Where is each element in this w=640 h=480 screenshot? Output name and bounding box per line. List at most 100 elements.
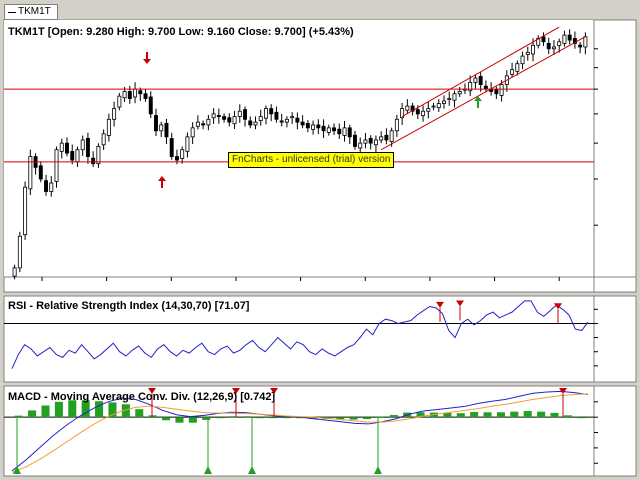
candle-body [243, 109, 247, 120]
candle-body [222, 116, 227, 120]
candle-body [174, 156, 179, 161]
candle-body [311, 124, 316, 130]
candle-body [421, 110, 426, 116]
candle-body [75, 149, 80, 163]
candle-body [263, 108, 268, 119]
candle-body [400, 108, 405, 119]
price-plot-area [4, 20, 594, 277]
candle-body [143, 93, 148, 99]
trial-watermark: FnCharts - unlicensed (trial) version [228, 152, 395, 168]
sell-arrow [143, 52, 151, 64]
legend-swatch [8, 12, 16, 13]
macd-histogram-bar [443, 412, 452, 418]
macd-buy-marker [204, 466, 212, 474]
candle-body [295, 117, 300, 123]
price-y-tick-labels [594, 48, 598, 226]
macd-histogram-bar [336, 417, 345, 420]
candle-body [342, 127, 347, 136]
candle-body [201, 123, 206, 126]
candle-body [185, 136, 190, 152]
macd-histogram-bar [121, 404, 130, 418]
candle-body [28, 156, 33, 190]
candle-body [211, 113, 216, 119]
macd-histogram-bar [68, 400, 77, 418]
candle-body [80, 139, 85, 151]
macd-histogram-bar [269, 417, 278, 419]
candle-body [531, 44, 535, 55]
macd-sell-marker [559, 388, 567, 394]
candle-body [269, 108, 274, 115]
symbol-legend-tab[interactable]: TKM1T [4, 4, 58, 20]
macd-histogram-bar [349, 417, 358, 420]
macd-histogram-bar [255, 417, 264, 419]
candle-body [499, 84, 504, 96]
candle-body [248, 120, 253, 126]
candle-body [332, 127, 337, 132]
candle-body [363, 139, 368, 144]
price-signal-arrows [143, 52, 482, 188]
candle-body [415, 109, 420, 115]
candle-body [59, 142, 64, 152]
candle-body [520, 55, 525, 65]
candle-body [431, 105, 436, 108]
macd-histogram-bar [162, 417, 171, 421]
macd-histogram-bar [229, 416, 238, 418]
rsi-y-tick-labels [594, 308, 598, 367]
candle-body [23, 186, 28, 236]
candle-body [305, 122, 310, 129]
candle-body [562, 34, 567, 44]
candle-body [148, 96, 153, 115]
candle-body [379, 136, 384, 141]
macd-histogram-bar [510, 411, 519, 418]
candle-body [447, 98, 452, 100]
macd-histogram-bar [577, 417, 586, 419]
candle-body [112, 108, 117, 120]
candle-body [17, 235, 22, 269]
rsi-signal-marker [436, 301, 444, 308]
candle-body [195, 121, 200, 127]
candle-body [138, 90, 143, 95]
candle-body [91, 157, 96, 165]
candle-body [133, 88, 138, 98]
macd-histogram-bar [483, 412, 492, 418]
candle-body [70, 151, 75, 161]
rsi-signal-marker [554, 303, 562, 310]
candle-body [65, 142, 69, 154]
candle-body [227, 117, 232, 123]
macd-histogram-bar [54, 401, 63, 418]
macd-histogram-bar [309, 417, 318, 419]
price-title: TKM1T [Open: 9.280 High: 9.700 Low: 9.16… [8, 26, 354, 38]
macd-histogram-bar [215, 417, 224, 419]
candle-body [583, 36, 588, 48]
candle-body [572, 38, 577, 44]
candle-body [358, 142, 363, 149]
candle-body [49, 182, 54, 192]
candle-body [279, 120, 284, 123]
macd-histogram-bar [95, 401, 104, 418]
macd-histogram-bar [563, 415, 572, 418]
support-arrow [158, 176, 166, 188]
rsi-title: RSI - Relative Strength Index (14,30,70)… [8, 300, 250, 312]
signal-line [11, 393, 589, 473]
macd-histogram-bar [28, 410, 37, 418]
channel-upper-line [401, 26, 560, 118]
candle-body [117, 95, 122, 108]
candle-body [494, 89, 499, 95]
candle-body [216, 115, 221, 117]
rsi-signal-marker [456, 300, 464, 307]
candle-body [510, 69, 515, 75]
candle-body [54, 149, 59, 182]
candle-body [164, 122, 169, 138]
candle-body [180, 149, 185, 159]
candle-body [457, 91, 462, 95]
candle-body [384, 134, 389, 141]
candle-body [326, 127, 331, 133]
macd-histogram-bar [456, 413, 465, 418]
macd-histogram-bar [108, 402, 117, 418]
candle-body [206, 118, 211, 126]
macd-sell-marker [148, 388, 156, 394]
candle-body [373, 139, 378, 146]
candle-body [190, 127, 195, 138]
